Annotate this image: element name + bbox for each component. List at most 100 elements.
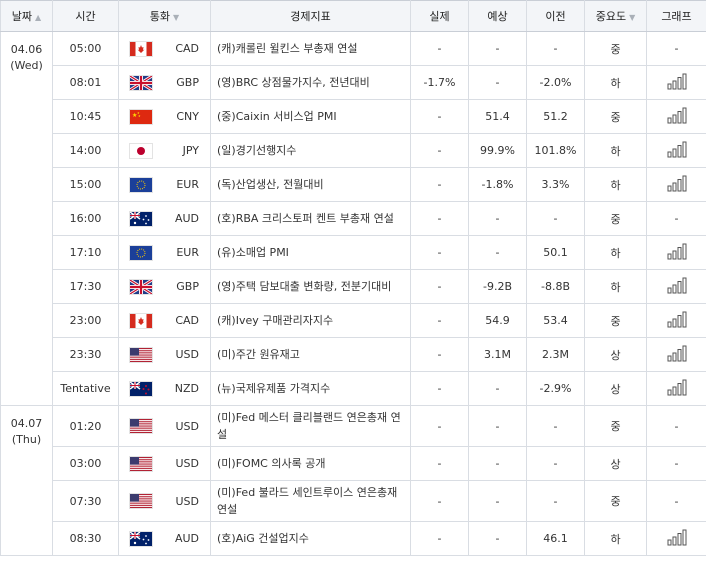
graph-cell[interactable] bbox=[646, 269, 706, 304]
indicator-cell[interactable]: (뉴)국제유제품 가격지수 bbox=[210, 371, 411, 406]
currency-cell: USD bbox=[118, 480, 211, 522]
column-header-currency[interactable]: 통화 ▼ bbox=[118, 0, 211, 32]
importance-cell: 하 bbox=[584, 235, 647, 270]
currency-code: EUR bbox=[176, 178, 199, 191]
currency-cell: EUR bbox=[118, 167, 211, 202]
indicator-cell[interactable]: (중)Caixin 서비스업 PMI bbox=[210, 99, 411, 134]
economic-calendar-table: 날짜 ▲ 시간 통화 ▼ 경제지표 실제 예상 이전 중요도 ▼ 그래프 04.06 (… bbox=[0, 0, 706, 556]
currency-cell: USD bbox=[118, 405, 211, 447]
indicator-cell[interactable]: (호)AiG 건설업지수 bbox=[210, 521, 411, 556]
graph-cell[interactable] bbox=[646, 167, 706, 202]
currency-code: GBP bbox=[176, 76, 199, 89]
bar-chart-icon[interactable] bbox=[667, 73, 687, 93]
currency-cell: AUD bbox=[118, 201, 211, 236]
column-header-graph: 그래프 bbox=[646, 0, 706, 32]
graph-cell[interactable] bbox=[646, 521, 706, 556]
bar-chart-icon[interactable] bbox=[667, 311, 687, 331]
graph-cell[interactable] bbox=[646, 371, 706, 406]
actual-cell: - bbox=[410, 31, 469, 66]
actual-cell: - bbox=[410, 167, 469, 202]
forecast-cell: 54.9 bbox=[468, 303, 527, 338]
currency-cell: EUR bbox=[118, 235, 211, 270]
australia-flag bbox=[129, 210, 153, 227]
indicator-cell[interactable]: (영)BRC 상점물가지수, 전년대비 bbox=[210, 65, 411, 100]
date-cell: 04.06 (Wed) bbox=[0, 31, 53, 406]
importance-cell: 하 bbox=[584, 269, 647, 304]
currency-code: CAD bbox=[175, 42, 199, 55]
svg-text:★: ★ bbox=[137, 111, 140, 115]
indicator-cell[interactable]: (캐)Ivey 구매관리자지수 bbox=[210, 303, 411, 338]
bar-chart-icon[interactable] bbox=[667, 243, 687, 263]
forecast-cell: - bbox=[468, 371, 527, 406]
table-row: 07:30 USD (미)Fed 불라드 세인트루이스 연은총재 연설 - - - 중 - bbox=[1, 480, 706, 522]
indicator-cell[interactable]: (미)FOMC 의사록 공개 bbox=[210, 446, 411, 481]
importance-cell: 하 bbox=[584, 167, 647, 202]
table-header-row: 날짜 ▲ 시간 통화 ▼ 경제지표 실제 예상 이전 중요도 ▼ 그래프 bbox=[0, 0, 706, 32]
indicator-cell[interactable]: (영)주택 담보대출 변화량, 전분기대비 bbox=[210, 269, 411, 304]
nz-flag bbox=[129, 380, 153, 397]
bar-chart-icon[interactable] bbox=[667, 175, 687, 195]
column-header-date[interactable]: 날짜 ▲ bbox=[0, 0, 53, 32]
indicator-cell[interactable]: (미)Fed 메스터 클리블랜드 연은총재 연설 bbox=[210, 405, 411, 447]
graph-cell: - bbox=[646, 31, 706, 66]
bar-chart-icon[interactable] bbox=[667, 107, 687, 127]
currency-code: NZD bbox=[174, 382, 199, 395]
importance-cell: 중 bbox=[584, 480, 647, 522]
column-header-indicator: 경제지표 bbox=[210, 0, 411, 32]
importance-cell: 중 bbox=[584, 31, 647, 66]
sort-down-icon: ▼ bbox=[629, 13, 636, 22]
graph-cell[interactable] bbox=[646, 133, 706, 168]
previous-cell: 51.2 bbox=[526, 99, 585, 134]
forecast-cell: - bbox=[468, 521, 527, 556]
indicator-cell[interactable]: (일)경기선행지수 bbox=[210, 133, 411, 168]
bar-chart-icon[interactable] bbox=[667, 345, 687, 365]
actual-cell: - bbox=[410, 201, 469, 236]
importance-cell: 중 bbox=[584, 99, 647, 134]
bar-chart-icon[interactable] bbox=[667, 277, 687, 297]
forecast-cell: 3.1M bbox=[468, 337, 527, 372]
forecast-cell: - bbox=[468, 405, 527, 447]
indicator-cell[interactable]: (캐)캐롤린 윌킨스 부총재 연설 bbox=[210, 31, 411, 66]
time-cell: 17:30 bbox=[52, 269, 119, 304]
indicator-cell[interactable]: (미)Fed 불라드 세인트루이스 연은총재 연설 bbox=[210, 480, 411, 522]
bar-chart-icon[interactable] bbox=[667, 141, 687, 161]
time-cell: 01:20 bbox=[52, 405, 119, 447]
bar-chart-icon[interactable] bbox=[667, 529, 687, 549]
graph-cell[interactable] bbox=[646, 337, 706, 372]
graph-cell: - bbox=[646, 405, 706, 447]
indicator-cell[interactable]: (미)주간 원유재고 bbox=[210, 337, 411, 372]
usa-flag bbox=[129, 346, 153, 363]
time-cell: 17:10 bbox=[52, 235, 119, 270]
time-cell: 10:45 bbox=[52, 99, 119, 134]
graph-cell[interactable] bbox=[646, 303, 706, 338]
column-header-actual: 실제 bbox=[410, 0, 469, 32]
forecast-cell: - bbox=[468, 31, 527, 66]
forecast-cell: - bbox=[468, 446, 527, 481]
forecast-cell: - bbox=[468, 65, 527, 100]
importance-cell: 상 bbox=[584, 337, 647, 372]
currency-cell: NZD bbox=[118, 371, 211, 406]
forecast-cell: -9.2B bbox=[468, 269, 527, 304]
actual-cell: - bbox=[410, 521, 469, 556]
previous-cell: -8.8B bbox=[526, 269, 585, 304]
indicator-cell[interactable]: (유)소매업 PMI bbox=[210, 235, 411, 270]
column-header-importance[interactable]: 중요도 ▼ bbox=[584, 0, 647, 32]
column-header-time: 시간 bbox=[52, 0, 119, 32]
importance-cell: 중 bbox=[584, 405, 647, 447]
graph-cell[interactable] bbox=[646, 99, 706, 134]
previous-cell: - bbox=[526, 446, 585, 481]
currency-code: USD bbox=[175, 419, 199, 433]
actual-cell: - bbox=[410, 480, 469, 522]
indicator-cell[interactable]: (호)RBA 크리스토퍼 켄트 부총재 연설 bbox=[210, 201, 411, 236]
bar-chart-icon[interactable] bbox=[667, 379, 687, 399]
importance-cell: 하 bbox=[584, 521, 647, 556]
previous-cell: - bbox=[526, 480, 585, 522]
currency-cell: GBP bbox=[118, 65, 211, 100]
graph-cell[interactable] bbox=[646, 235, 706, 270]
actual-cell: - bbox=[410, 133, 469, 168]
graph-cell[interactable] bbox=[646, 65, 706, 100]
time-cell: 14:00 bbox=[52, 133, 119, 168]
time-cell: 08:30 bbox=[52, 521, 119, 556]
indicator-cell[interactable]: (독)산업생산, 전월대비 bbox=[210, 167, 411, 202]
time-cell: 23:30 bbox=[52, 337, 119, 372]
